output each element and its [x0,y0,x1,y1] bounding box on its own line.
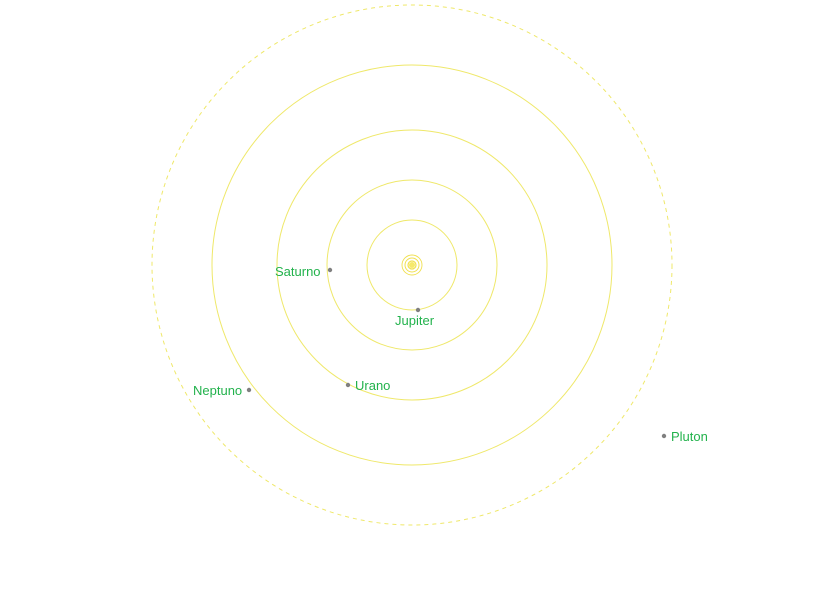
jupiter-label: Jupiter [395,313,435,328]
neptune-dot [247,388,251,392]
sun-core [409,262,415,268]
sun [402,255,422,275]
solar-system-diagram: Jupiter Saturno Urano Neptuno Pluton [0,0,840,589]
uranus-dot [346,383,350,387]
jupiter-dot [416,308,420,312]
planets-group: Jupiter Saturno Urano Neptuno Pluton [193,264,708,444]
saturn-label: Saturno [275,264,321,279]
pluto-label: Pluton [671,429,708,444]
pluto-dot [662,434,666,438]
uranus-label: Urano [355,378,390,393]
saturn-dot [328,268,332,272]
neptune-label: Neptuno [193,383,242,398]
